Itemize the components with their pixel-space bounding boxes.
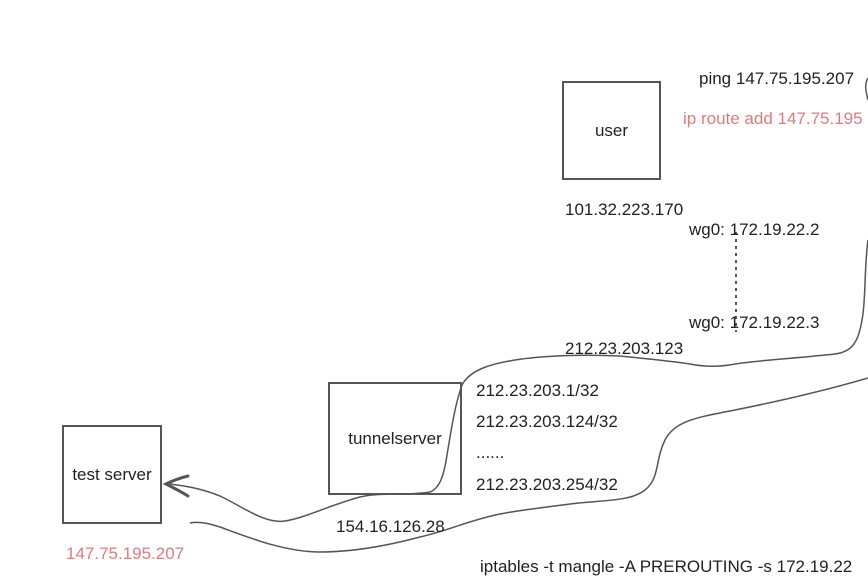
wireguard-path-upper — [169, 239, 868, 523]
wg0-tunnel-address: wg0: 172.19.22.3 — [689, 313, 820, 332]
wg0-user-address: wg0: 172.19.22.2 — [689, 220, 820, 239]
ip-route-command: ip route add 147.75.195 — [683, 109, 863, 128]
tunnelserver-node: tunnelserver — [328, 382, 462, 495]
tunnel-public-ip: 212.23.203.123 — [565, 339, 684, 358]
user-node: user — [562, 81, 661, 180]
test-server-node: test server — [62, 425, 162, 524]
user-node-label: user — [594, 120, 629, 140]
arrow-head-icon — [162, 474, 190, 498]
route-entry-3: 212.23.203.254/32 — [476, 475, 618, 494]
route-ellipsis: ...... — [476, 443, 505, 462]
iptables-command: iptables -t mangle -A PREROUTING -s 172.… — [480, 557, 853, 576]
route-entry-1: 212.23.203.1/32 — [476, 381, 599, 400]
route-entry-2: 212.23.203.124/32 — [476, 412, 618, 431]
tunnelserver-node-label: tunnelserver — [348, 428, 442, 448]
test-server-node-label: test server — [72, 464, 152, 484]
wireguard-path-lower — [189, 377, 868, 553]
test-server-ip: 147.75.195.207 — [66, 544, 185, 563]
user-ip: 101.32.223.170 — [565, 200, 684, 219]
ping-command: ping 147.75.195.207 — [699, 69, 855, 88]
tunnel-server-ip: 154.16.126.28 — [336, 517, 445, 536]
